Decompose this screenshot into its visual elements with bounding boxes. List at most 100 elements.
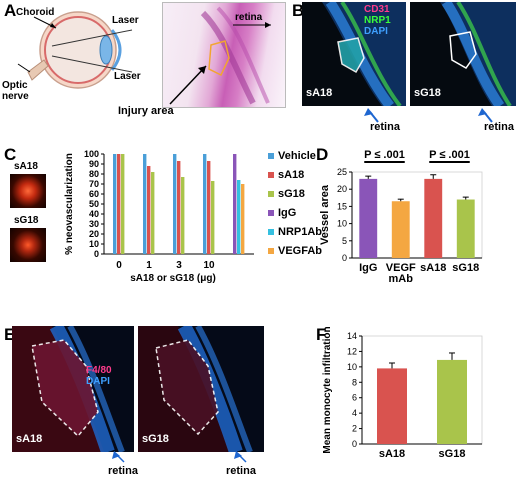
- chart-c-y-tick-label: 0: [94, 249, 99, 259]
- panel-a-label: A: [4, 1, 17, 20]
- chart-f-y-tick-label: 14: [347, 331, 357, 341]
- fluorescence-image-b-right: sG18: [410, 2, 516, 106]
- legend-c-entry: sG18: [268, 188, 305, 200]
- injury-outline: [208, 40, 230, 77]
- legend-c-entry: NRP1Ab: [268, 226, 322, 238]
- thumb-tag-sa18: sA18: [14, 161, 38, 172]
- chart-c-bar: [181, 177, 185, 254]
- chart-f-y-tick-label: 10: [347, 362, 357, 372]
- legend-c-label: VEGFAb: [278, 245, 323, 257]
- chart-c-bar: [233, 154, 237, 254]
- chart-c-y-tick-label: 70: [89, 179, 99, 189]
- panel-f-label: F: [316, 325, 327, 344]
- chart-c-x-label: sA18 or sG18 (μg): [130, 273, 216, 284]
- chart-d-x-tick-label: VEGF: [386, 262, 416, 274]
- lesion-outline-e-left: [31, 339, 99, 438]
- panel-c-label: C: [4, 145, 17, 164]
- tag-sa18-b: sA18: [306, 87, 333, 99]
- tag-sa18-e: sA18: [16, 433, 43, 445]
- chart-c-y-tick-label: 100: [84, 149, 99, 159]
- laser-beam-bottom: [51, 55, 133, 73]
- chart-c-y-tick-label: 60: [89, 189, 99, 199]
- chart-c-bar: [207, 161, 211, 254]
- tag-sg18-e: sG18: [142, 433, 169, 445]
- legend-c-label: NRP1Ab: [278, 226, 323, 238]
- legend-c-label: sG18: [278, 188, 305, 200]
- chart-f-y-tick-label: 6: [352, 393, 357, 403]
- chart-c-bar: [113, 154, 117, 254]
- chart-d-y-tick-label: 0: [342, 253, 347, 263]
- lesion-outline-b-right: [449, 31, 477, 69]
- tag-sg18-b: sG18: [414, 87, 441, 99]
- chart-d-x-tick-label: sA18: [420, 262, 446, 274]
- chart-c-y-tick-label: 80: [89, 169, 99, 179]
- chart-c-bar: [121, 154, 125, 254]
- chart-c-x-tick-label: 10: [203, 260, 215, 271]
- chart-d-y-tick-label: 5: [342, 236, 347, 246]
- chart-d-p-value: P ≤ .001: [364, 149, 405, 161]
- chart-d-y-tick-label: 25: [337, 167, 347, 177]
- chart-c-bar: [143, 154, 147, 254]
- chart-c-y-tick-label: 40: [89, 209, 99, 219]
- chart-c-x-tick-label: 0: [116, 260, 122, 271]
- chart-f-x-tick-label: sA18: [379, 448, 405, 460]
- retina-label-a: retina: [235, 12, 263, 23]
- legend-c-entry: sA18: [268, 169, 304, 181]
- lesion-outline-b-left: [337, 37, 365, 74]
- panel-e-label: E: [4, 325, 16, 344]
- chart-d-y-tick-label: 15: [337, 201, 347, 211]
- chart-c-y-tick-label: 20: [89, 229, 99, 239]
- chart-c-bar: [147, 166, 151, 254]
- chart-f: 0 2 4 6 8 10 12 14 sA18 sG18 Mean monocyte infiltr…: [322, 326, 483, 460]
- chart-d-bar: [391, 201, 410, 258]
- legend-c-swatch: [268, 172, 274, 179]
- legend-c-swatch: [268, 248, 274, 255]
- chart-c-bar: [173, 154, 177, 254]
- chart-f-y-tick-label: 8: [352, 377, 357, 387]
- chart-d-bar: [359, 178, 378, 258]
- thumb-image-sa18: [10, 174, 46, 208]
- chart-f-bar: [437, 359, 467, 444]
- legend-c-swatch: [268, 229, 274, 236]
- legend-f480: F4/80: [86, 365, 112, 376]
- legend-c-swatch: [268, 153, 274, 160]
- chart-f-bar: [377, 368, 407, 444]
- chart-c-x-tick-label: 3: [176, 260, 182, 271]
- chart-d-x-tick-label: mAb: [389, 273, 414, 285]
- legend-c-swatch: [268, 210, 274, 217]
- chart-c-y-tick-label: 50: [89, 199, 99, 209]
- fluorescence-image-e-left: sA18: [12, 326, 134, 452]
- chart-c-bar: [203, 154, 207, 254]
- chart-f-y-tick-label: 12: [347, 346, 357, 356]
- chart-d-bar: [456, 199, 475, 258]
- chart-f-y-tick-label: 4: [352, 408, 357, 418]
- chart-c-x-tick-label: 1: [146, 260, 152, 271]
- chart-f-y-tick-label: 0: [352, 439, 357, 449]
- legend-c-label: Vehicle: [278, 150, 316, 162]
- optic-nerve-shape: [27, 59, 49, 81]
- chart-f-y-tick-label: 2: [352, 424, 357, 434]
- chart-d-x-tick-label: sG18: [452, 262, 479, 274]
- eye-lens: [99, 35, 113, 65]
- histology-image: retina: [162, 2, 286, 108]
- optic-nerve-pointer: [17, 63, 31, 73]
- retina-label-b-right: retina: [484, 121, 514, 133]
- chart-c-y-tick-label: 90: [89, 159, 99, 169]
- chart-c-y-tick-label: 30: [89, 219, 99, 229]
- chart-c-bar: [241, 184, 245, 254]
- eye-diagram: [17, 11, 133, 89]
- chart-f-y-label: Mean monocyte infiltration: [322, 326, 333, 453]
- legend-c-label: IgG: [278, 207, 297, 219]
- chart-c-bar: [151, 172, 155, 254]
- thumb-tag-sg18: sG18: [14, 215, 39, 226]
- chart-f-x-tick-label: sG18: [439, 448, 466, 460]
- legend-nrp1: NRP1: [364, 15, 391, 26]
- chart-d-y-tick-label: 10: [337, 219, 347, 229]
- chart-c-y-label: % neovascularization: [64, 153, 75, 255]
- chart-d-p-value: P ≤ .001: [429, 149, 470, 161]
- chart-d-bar: [424, 178, 443, 258]
- chart-c-y-tick-label: 10: [89, 239, 99, 249]
- laser-beam-top: [51, 29, 133, 47]
